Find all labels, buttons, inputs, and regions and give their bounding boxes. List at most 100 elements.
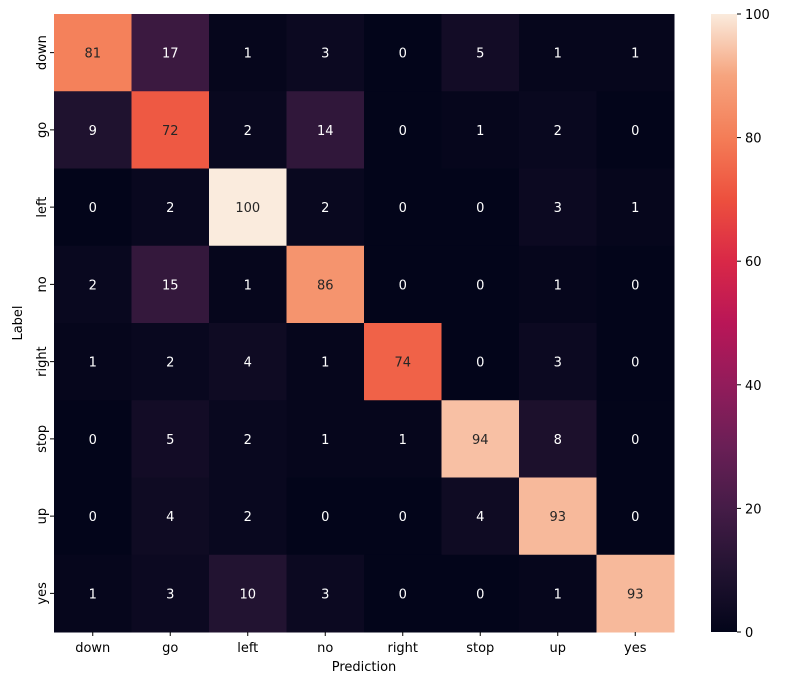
y-tick-label: stop bbox=[35, 425, 50, 453]
cell-value-label: 93 bbox=[627, 587, 644, 602]
cell-value-label: 3 bbox=[166, 587, 174, 602]
cell-value-label: 1 bbox=[244, 47, 252, 62]
cell-value-label: 5 bbox=[476, 47, 484, 62]
heatmap-cell bbox=[441, 323, 520, 401]
heatmap-cell bbox=[441, 14, 520, 92]
heatmap-cell bbox=[519, 14, 597, 92]
heatmap-cell bbox=[131, 245, 210, 324]
cell-value-label: 93 bbox=[549, 510, 566, 525]
heatmap-cell bbox=[519, 245, 597, 324]
x-tick-label: right bbox=[387, 641, 418, 656]
y-tick-label: go bbox=[35, 122, 50, 138]
cell-value-label: 1 bbox=[321, 356, 329, 371]
colorbar-tick-label: 100 bbox=[745, 8, 770, 23]
y-axis-label: Label bbox=[11, 305, 26, 340]
cell-value-label: 0 bbox=[399, 587, 407, 602]
cell-value-label: 0 bbox=[89, 433, 97, 448]
x-tick-label: up bbox=[550, 641, 567, 656]
y-tick-label: down bbox=[35, 35, 50, 70]
y-axis-ticks: down go left no right stop up yes bbox=[35, 35, 54, 605]
heatmap-cell bbox=[131, 477, 210, 556]
cell-value-label: 2 bbox=[166, 356, 174, 371]
heatmap-cell bbox=[364, 554, 442, 633]
heatmap-cell bbox=[519, 400, 597, 478]
heatmap-cell bbox=[441, 477, 520, 556]
heatmap-cell bbox=[596, 400, 675, 478]
heatmap-cells: 81 17 1 3 0 5 1 19 72 2 14 0 1 2 00 2 100 2 0 0 3 12 15 1 86 0 0 1 0… bbox=[54, 14, 675, 633]
heatmap-cell bbox=[364, 91, 442, 169]
colorbar-tick-label: 80 bbox=[745, 132, 762, 147]
cell-value-label: 0 bbox=[476, 587, 484, 602]
heatmap-cell bbox=[364, 323, 442, 401]
cell-value-label: 1 bbox=[554, 47, 562, 62]
cell-value-label: 72 bbox=[162, 124, 179, 139]
cell-value-label: 1 bbox=[321, 433, 329, 448]
heatmap-cell bbox=[441, 400, 520, 478]
cell-value-label: 0 bbox=[89, 201, 97, 216]
x-axis-label: Prediction bbox=[332, 660, 397, 675]
x-tick-label: no bbox=[317, 641, 333, 656]
heatmap-cell bbox=[364, 477, 442, 556]
cell-value-label: 3 bbox=[321, 47, 329, 62]
heatmap-cell bbox=[131, 400, 210, 478]
heatmap-cell bbox=[286, 91, 365, 169]
cell-value-label: 1 bbox=[89, 356, 97, 371]
colorbar-tick-label: 60 bbox=[745, 255, 762, 270]
cell-value-label: 0 bbox=[321, 510, 329, 525]
heatmap-cell bbox=[54, 323, 132, 401]
x-tick-label: go bbox=[162, 641, 178, 656]
heatmap-cell bbox=[286, 168, 365, 247]
heatmap-cell bbox=[209, 245, 287, 324]
x-tick-label: stop bbox=[466, 641, 494, 656]
cell-value-label: 0 bbox=[631, 356, 639, 371]
x-tick-label: left bbox=[237, 641, 258, 656]
cell-value-label: 100 bbox=[235, 201, 260, 216]
cell-value-label: 3 bbox=[321, 587, 329, 602]
y-tick-label: right bbox=[35, 346, 50, 377]
cell-value-label: 74 bbox=[394, 356, 411, 371]
colorbar bbox=[711, 14, 737, 632]
cell-value-label: 0 bbox=[399, 201, 407, 216]
cell-value-label: 1 bbox=[399, 433, 407, 448]
cell-value-label: 14 bbox=[317, 124, 334, 139]
heatmap-cell bbox=[596, 245, 675, 324]
heatmap-cell bbox=[131, 91, 210, 169]
cell-value-label: 1 bbox=[476, 124, 484, 139]
heatmap-cell bbox=[441, 554, 520, 633]
heatmap-cell bbox=[519, 168, 597, 247]
cell-value-label: 1 bbox=[631, 47, 639, 62]
cell-value-label: 0 bbox=[631, 278, 639, 293]
heatmap-cell bbox=[131, 554, 210, 633]
x-axis-ticks: down go left no right stop up yes bbox=[75, 632, 647, 656]
heatmap-cell bbox=[364, 400, 442, 478]
cell-value-label: 10 bbox=[239, 587, 256, 602]
y-tick-label: left bbox=[35, 197, 50, 218]
cell-value-label: 86 bbox=[317, 278, 334, 293]
heatmap-cell bbox=[209, 477, 287, 556]
cell-value-label: 4 bbox=[244, 356, 252, 371]
heatmap-cell bbox=[54, 168, 132, 247]
cell-value-label: 0 bbox=[89, 510, 97, 525]
cell-value-label: 3 bbox=[554, 356, 562, 371]
cell-value-label: 3 bbox=[554, 201, 562, 216]
cell-value-label: 1 bbox=[631, 201, 639, 216]
colorbar-tick-label: 0 bbox=[745, 626, 753, 641]
heatmap-cell bbox=[364, 245, 442, 324]
y-tick-label: up bbox=[35, 508, 50, 525]
heatmap-cell bbox=[519, 477, 597, 556]
heatmap-cell bbox=[131, 14, 210, 92]
cell-value-label: 81 bbox=[84, 47, 101, 62]
heatmap-cell bbox=[441, 168, 520, 247]
heatmap-cell bbox=[209, 323, 287, 401]
cell-value-label: 0 bbox=[399, 278, 407, 293]
colorbar-tick-label: 20 bbox=[745, 502, 762, 517]
heatmap-cell bbox=[596, 323, 675, 401]
heatmap-cell bbox=[286, 400, 365, 478]
cell-value-label: 0 bbox=[476, 356, 484, 371]
heatmap-cell bbox=[54, 400, 132, 478]
heatmap-cell bbox=[596, 91, 675, 169]
cell-value-label: 5 bbox=[166, 433, 174, 448]
cell-value-label: 0 bbox=[631, 510, 639, 525]
heatmap-cell bbox=[519, 554, 597, 633]
y-tick-label: yes bbox=[35, 582, 50, 605]
